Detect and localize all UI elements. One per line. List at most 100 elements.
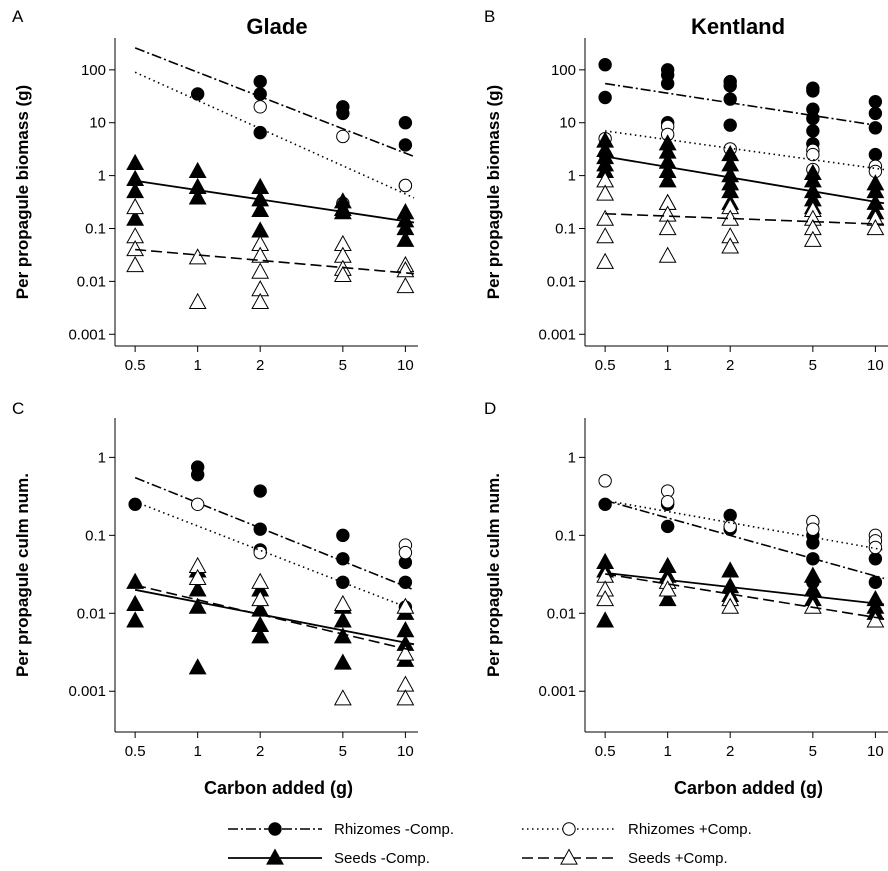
data-point (251, 246, 270, 263)
data-point (596, 184, 615, 201)
data-point (333, 611, 352, 628)
legend: Rhizomes -Comp. Rhizomes +Comp. Seeds -Com… (228, 821, 752, 867)
fit-line (604, 155, 885, 205)
series-seeds-comp (126, 197, 415, 310)
data-point (251, 200, 270, 218)
data-point (596, 252, 615, 269)
fit-line (135, 248, 415, 275)
y-tick-label: 0.01 (77, 605, 106, 622)
fit-line (134, 588, 415, 646)
data-point (396, 621, 415, 638)
panel-letter: D (484, 399, 496, 418)
data-point (866, 218, 885, 236)
fit-line (134, 476, 415, 591)
x-tick-label: 1 (193, 743, 201, 760)
data-point (251, 262, 270, 279)
data-point (598, 58, 612, 72)
series-seeds-comp (126, 153, 415, 247)
x-tick-label: 5 (809, 743, 817, 760)
y-tick-label: 1 (568, 449, 576, 466)
series-seeds-comp (134, 556, 415, 706)
data-point (723, 519, 737, 534)
data-point (396, 689, 415, 706)
data-point (806, 522, 820, 536)
y-tick-label: 0.1 (85, 527, 106, 544)
data-point (251, 292, 270, 310)
panel-b: B Kentland 0.001 0.01 0.1 1 10 100 0.5 1 2 5 10 Per p… (484, 7, 888, 374)
data-point (188, 597, 207, 614)
data-point (596, 611, 615, 628)
panel-c: C 0.001 0.01 0.1 1 0.5 1 2 5 10 Per propagule culm… (12, 399, 418, 798)
data-point (396, 644, 415, 661)
series-seeds-comp (596, 566, 885, 628)
y-tick-label: 0.01 (547, 605, 576, 622)
data-point (336, 106, 350, 121)
data-point (868, 106, 883, 121)
x-tick-label: 1 (193, 357, 201, 374)
y-tick-label: 1 (98, 168, 106, 185)
data-point (253, 87, 267, 101)
data-point (251, 572, 270, 589)
data-point (333, 594, 352, 612)
data-point (251, 221, 270, 238)
fit-line (134, 500, 415, 611)
data-point (658, 218, 677, 236)
data-point (868, 552, 883, 566)
data-point (723, 118, 737, 132)
x-tick-label: 2 (726, 357, 734, 374)
data-point (803, 597, 822, 614)
legend-label: Rhizomes +Comp. (628, 821, 752, 838)
fit-line (605, 573, 885, 620)
y-axis-label: Per propagule biomass (g) (13, 85, 32, 299)
data-point (803, 230, 822, 247)
fit-line (134, 179, 415, 224)
data-point (251, 590, 270, 607)
data-point (333, 689, 352, 706)
data-point (596, 209, 615, 226)
series-seeds-comp (596, 131, 885, 220)
data-point (806, 124, 820, 138)
data-point (126, 197, 145, 215)
x-tick-label: 2 (726, 743, 734, 760)
data-point (806, 147, 820, 162)
x-tick-label: 10 (397, 743, 414, 760)
panel-letter: C (12, 399, 24, 418)
legend-item: Seeds +Comp. (522, 848, 728, 867)
data-point (188, 658, 207, 675)
data-point (868, 540, 883, 555)
panel-a: A Glade 0.001 0.01 0.1 1 10 100 0.5 1 2 5 10 Per prop… (12, 7, 418, 374)
y-tick-label: 1 (98, 449, 106, 466)
data-point (658, 246, 677, 263)
x-tick-label: 1 (663, 357, 671, 374)
data-point (333, 653, 352, 670)
x-tick-label: 10 (867, 743, 884, 760)
x-tick-label: 5 (809, 357, 817, 374)
legend-marker (268, 822, 282, 836)
data-point (253, 74, 267, 89)
data-point (396, 230, 415, 247)
data-point (253, 125, 267, 140)
data-point (398, 116, 413, 130)
data-point (253, 545, 267, 560)
data-point (190, 87, 205, 101)
y-axis-label: Per propagule culm num. (484, 473, 503, 677)
panel-letter: B (484, 7, 495, 26)
x-tick-label: 1 (663, 743, 671, 760)
data-point (126, 594, 145, 612)
x-tick-label: 0.5 (125, 743, 146, 760)
data-point (598, 474, 612, 488)
data-point (253, 100, 267, 114)
data-point (336, 129, 350, 144)
x-axis-label: Carbon added (g) (204, 778, 353, 798)
series-rhizomes-comp (134, 497, 415, 611)
data-point (868, 121, 883, 135)
data-point (188, 292, 207, 310)
y-tick-label: 10 (89, 115, 106, 132)
legend-marker (562, 822, 576, 836)
data-point (398, 545, 413, 560)
y-tick-label: 100 (551, 62, 576, 79)
series-seeds-comp (596, 171, 885, 269)
legend-item: Rhizomes -Comp. (228, 821, 454, 838)
data-point (806, 552, 820, 566)
data-point (126, 572, 145, 589)
